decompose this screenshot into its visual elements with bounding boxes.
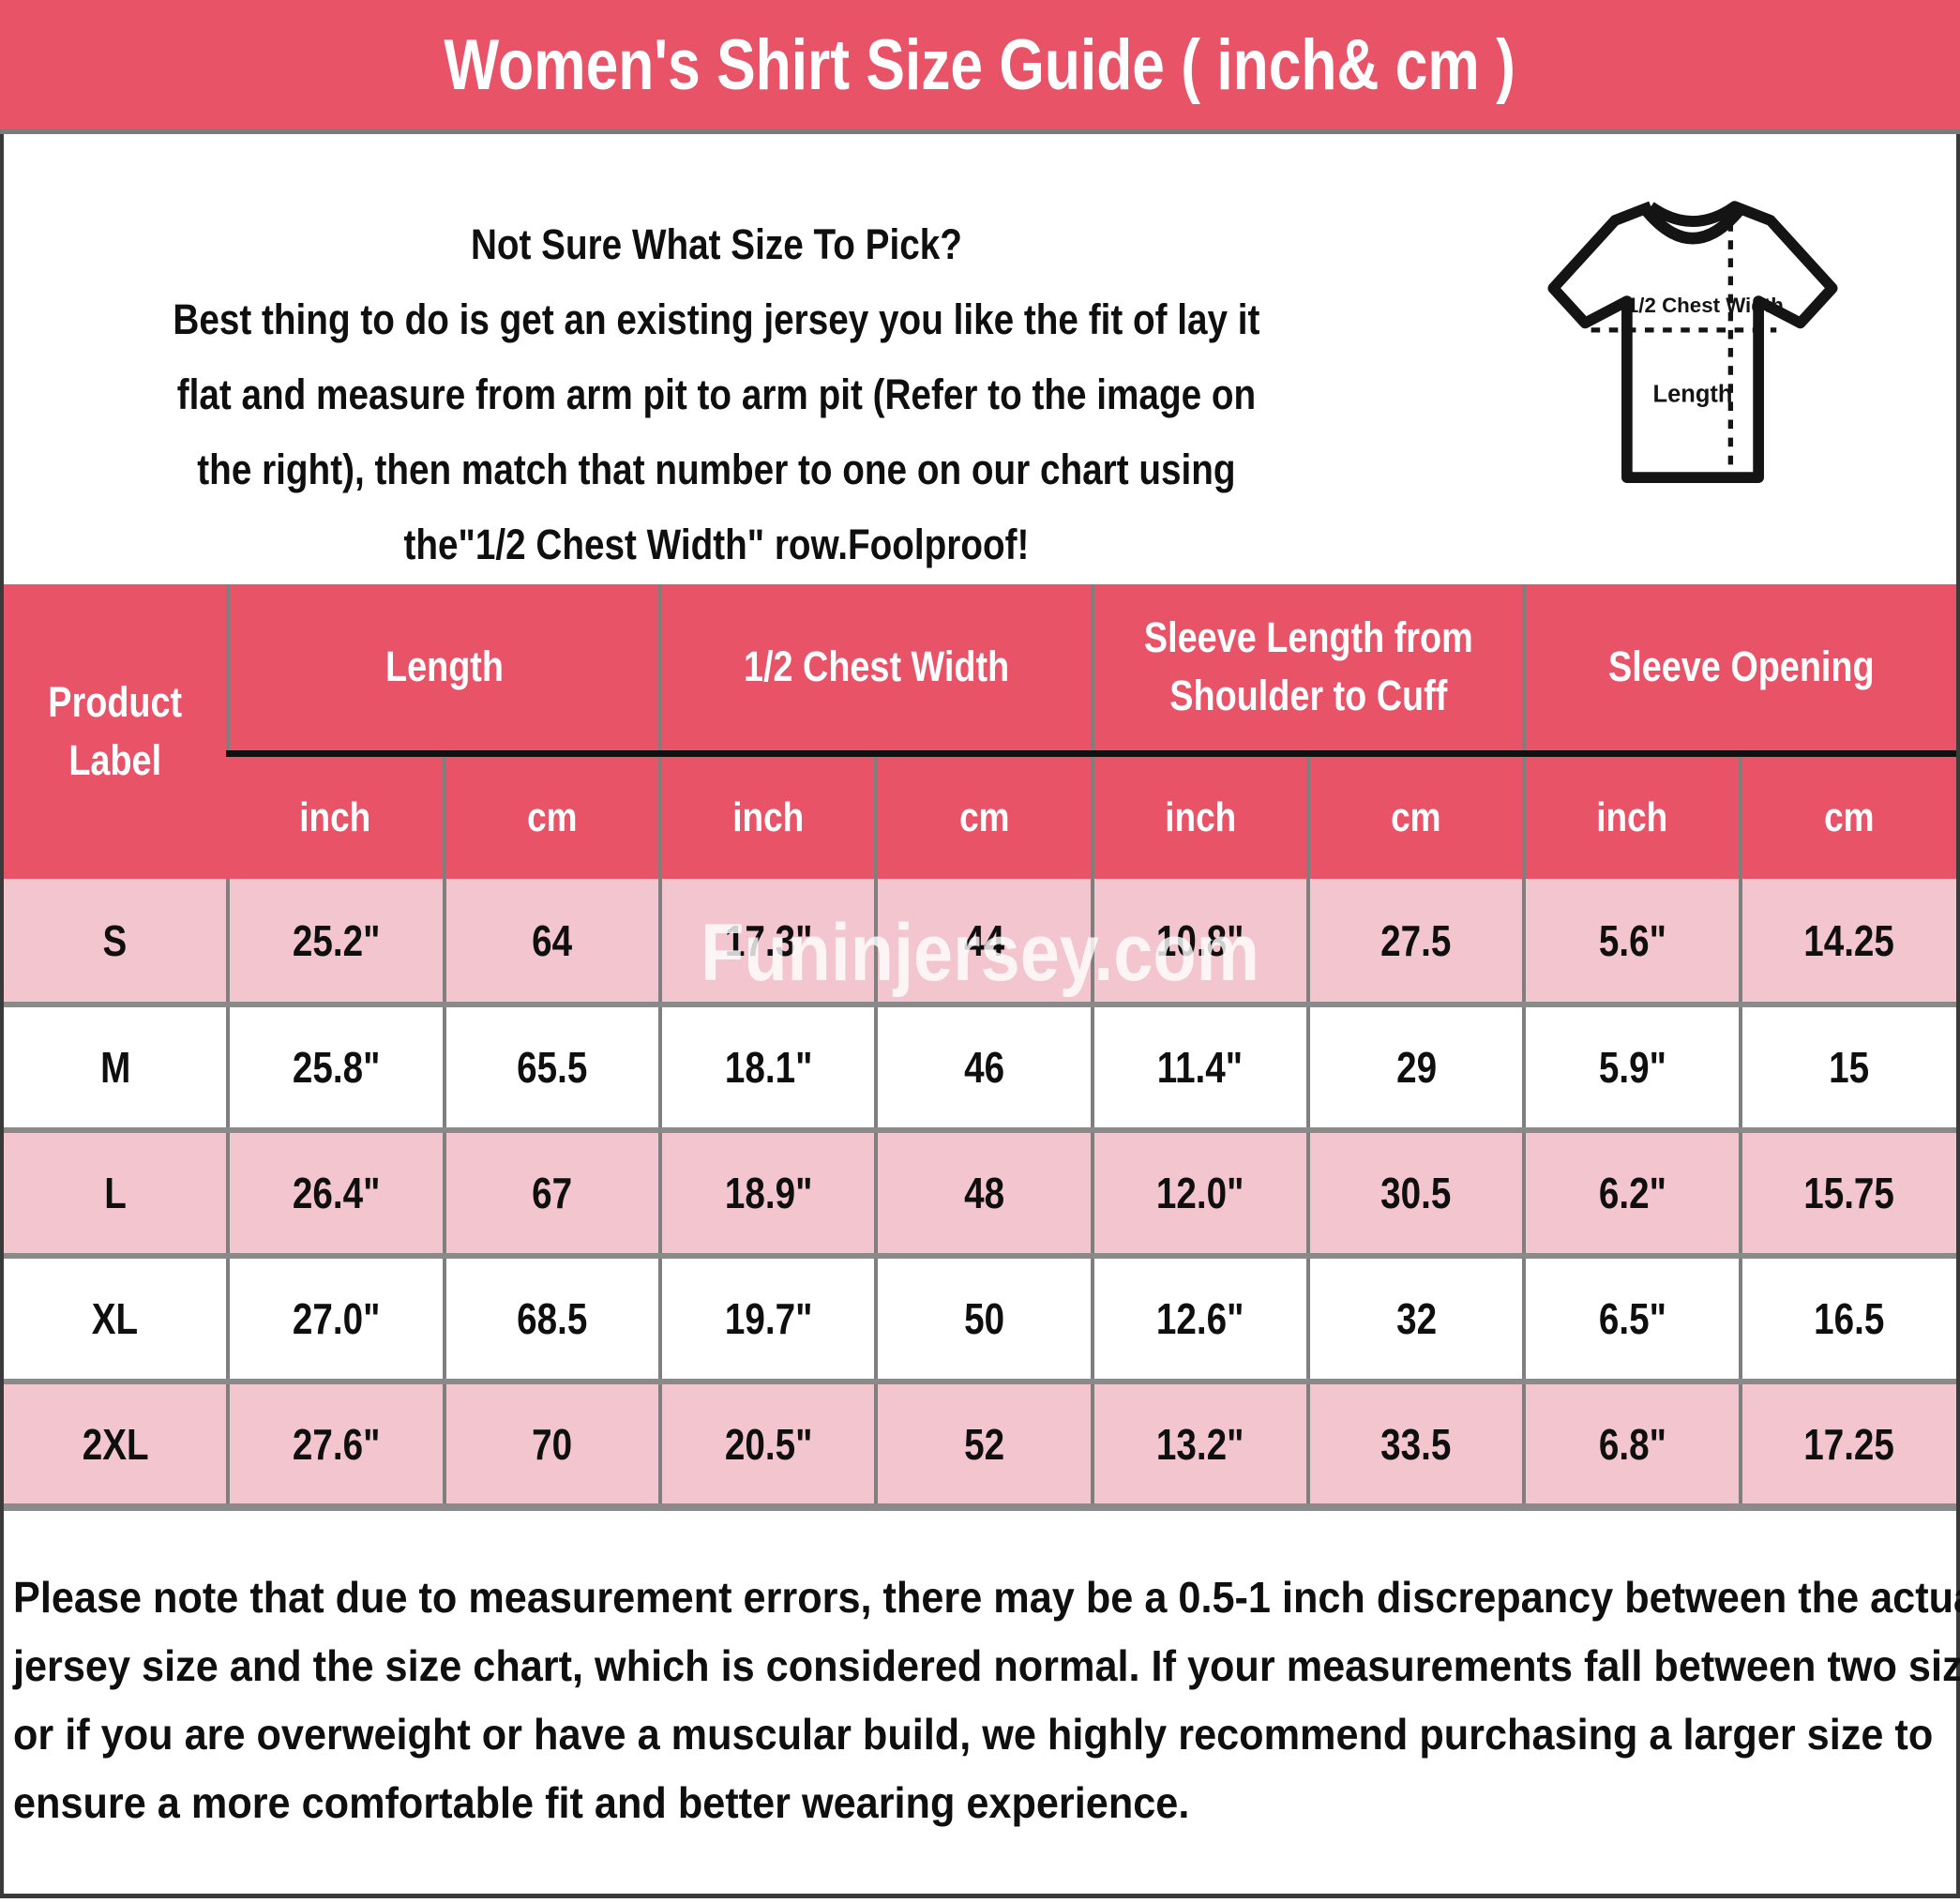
table-cell: 46 [874, 1002, 1093, 1130]
size-table-wrapper: Product Label Length 1/2 Chest Width Sle… [4, 584, 1956, 1511]
table-cell: 27.0" [226, 1253, 445, 1382]
table-row-m: M 25.8" 65.5 18.1" 46 11.4" 29 5.9" 15 [4, 1002, 1956, 1130]
unit-header-cell: cm [1738, 753, 1956, 879]
table-cell: 20.5" [658, 1379, 877, 1507]
table-cell: 16.5 [1738, 1253, 1956, 1382]
intro-text: Not Sure What Size To Pick? Best thing t… [4, 134, 1429, 584]
group-header-sleeve-opening: Sleeve Opening [1522, 584, 1956, 757]
unit-header-cell: cm [874, 753, 1093, 879]
table-cell: 70 [442, 1379, 661, 1507]
tshirt-outline-graphic: 1/2 Chest Width Length [1547, 201, 1838, 483]
unit-header-cell: cm [1305, 753, 1525, 879]
group-header-sleeve-length: Sleeve Length from Shoulder to Cuff [1090, 584, 1525, 757]
table-cell: 5.6" [1522, 879, 1741, 1004]
unit-header-cell: inch [1090, 753, 1308, 879]
group-header-length: Length [226, 584, 661, 757]
intro-line-3: flat and measure from arm pit to arm pit… [176, 370, 1257, 418]
page-title: Women's Shirt Size Guide ( inch& cm ) [444, 24, 1516, 105]
table-cell: 12.6" [1090, 1253, 1308, 1382]
footer-line-3: or if you are overweight or have a muscu… [13, 1710, 1934, 1759]
unit-header-cell: cm [442, 753, 661, 879]
table-cell: 6.2" [1522, 1127, 1741, 1256]
table-row-2xl: 2XL 27.6" 70 20.5" 52 13.2" 33.5 6.8" 17… [4, 1379, 1956, 1507]
intro-line-1: Not Sure What Size To Pick? [470, 220, 962, 268]
length-label: Length [1652, 381, 1732, 407]
table-cell: 67 [442, 1127, 661, 1256]
row-label-cell: M [4, 1002, 229, 1130]
table-cell: 14.25 [1738, 879, 1956, 1004]
table-cell: 12.0" [1090, 1127, 1308, 1256]
footer-line-4: ensure a more comfortable fit and better… [13, 1778, 1190, 1827]
table-cell: 5.9" [1522, 1002, 1741, 1130]
table-cell: 52 [874, 1379, 1093, 1507]
table-cell: 17.25 [1738, 1379, 1956, 1507]
table-cell: 15.75 [1738, 1127, 1956, 1256]
table-cell: 50 [874, 1253, 1093, 1382]
unit-header-cell: inch [658, 753, 877, 879]
corner-header-cell: Product Label [4, 584, 229, 879]
table-cell: 27.5 [1305, 879, 1525, 1004]
group-header-chest-width: 1/2 Chest Width [658, 584, 1093, 757]
footer-note: Please note that due to measurement erro… [4, 1511, 1960, 1837]
table-cell: 6.5" [1522, 1253, 1741, 1382]
table-cell: 17.3" [658, 879, 877, 1004]
row-label-cell: XL [4, 1253, 229, 1382]
footer-line-2: jersey size and the size chart, which is… [13, 1641, 1960, 1690]
table-cell: 18.9" [658, 1127, 877, 1256]
table-cell: 10.8" [1090, 879, 1308, 1004]
row-label-cell: L [4, 1127, 229, 1256]
unit-header-cell: inch [1522, 753, 1741, 879]
table-cell: 33.5 [1305, 1379, 1525, 1507]
table-cell: 29 [1305, 1002, 1525, 1130]
footer-line-1: Please note that due to measurement erro… [13, 1573, 1960, 1622]
table-cell: 19.7" [658, 1253, 877, 1382]
table-cell: 30.5 [1305, 1127, 1525, 1256]
tshirt-body-path [1547, 201, 1838, 483]
size-table: Product Label Length 1/2 Chest Width Sle… [4, 584, 1956, 1511]
table-cell: 15 [1738, 1002, 1956, 1130]
table-cell: 64 [442, 879, 661, 1004]
intro-line-2: Best thing to do is get an existing jers… [173, 295, 1260, 343]
table-row-s: S 25.2" 64 17.3" 44 10.8" 27.5 5.6" 14.2… [4, 879, 1956, 1004]
tshirt-collar-path [1639, 204, 1745, 245]
table-cell: 6.8" [1522, 1379, 1741, 1507]
banner: Women's Shirt Size Guide ( inch& cm ) [0, 0, 1960, 134]
table-cell: 25.2" [226, 879, 445, 1004]
table-cell: 65.5 [442, 1002, 661, 1130]
intro-section: Not Sure What Size To Pick? Best thing t… [4, 134, 1956, 584]
table-cell: 32 [1305, 1253, 1525, 1382]
intro-line-4: the right), then match that number to on… [197, 446, 1236, 493]
corner-header-label: Product Label [48, 678, 183, 784]
table-row-xl: XL 27.0" 68.5 19.7" 50 12.6" 32 6.5" 16.… [4, 1253, 1956, 1382]
group-header-row: Product Label Length 1/2 Chest Width Sle… [4, 584, 1956, 879]
table-cell: 68.5 [442, 1253, 661, 1382]
shirt-diagram: 1/2 Chest Width Length [1429, 134, 1956, 584]
content-frame: Not Sure What Size To Pick? Best thing t… [0, 134, 1960, 1898]
row-label-cell: S [4, 879, 229, 1004]
table-cell: 11.4" [1090, 1002, 1308, 1130]
row-label-cell: 2XL [4, 1379, 229, 1507]
table-cell: 13.2" [1090, 1379, 1308, 1507]
table-cell: 48 [874, 1127, 1093, 1256]
table-cell: 25.8" [226, 1002, 445, 1130]
unit-header-cell: inch [228, 753, 445, 879]
unit-header-row: inch cm inch cm inch cm inch cm [4, 753, 1956, 879]
chest-width-label: 1/2 Chest Width [1627, 294, 1784, 317]
table-cell: 27.6" [226, 1379, 445, 1507]
intro-line-5: the"1/2 Chest Width" row.Foolproof! [403, 521, 1030, 568]
table-cell: 18.1" [658, 1002, 877, 1130]
table-cell: 26.4" [226, 1127, 445, 1256]
table-cell: 44 [874, 879, 1093, 1004]
table-row-l: L 26.4" 67 18.9" 48 12.0" 30.5 6.2" 15.7… [4, 1127, 1956, 1256]
